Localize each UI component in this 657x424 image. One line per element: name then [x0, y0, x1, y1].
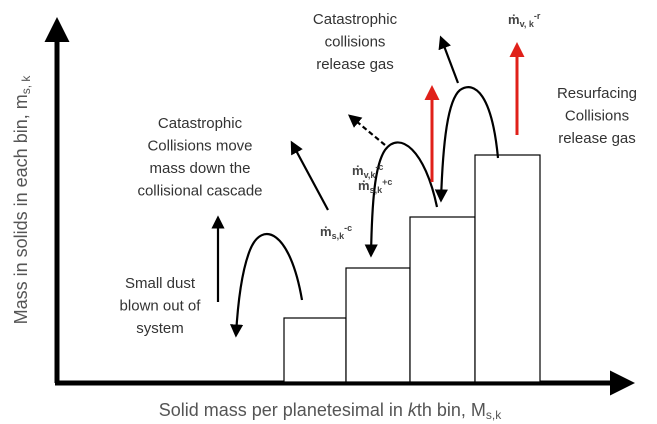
- annotation-line: release gas: [316, 56, 394, 73]
- arrow: [364, 141, 439, 258]
- text: k: [408, 400, 418, 420]
- rate-symbol: ṁ: [320, 224, 332, 239]
- annotation: Catastrophic Collisions move mass down the…: [137, 115, 262, 200]
- text: Mass in solids in each bin, m: [11, 94, 31, 324]
- rate-label: ṁv,k-c: [352, 162, 383, 180]
- y-axis-label: Mass in solids in each bin, ms, k: [11, 75, 33, 325]
- annotation: Resurfacing Collisions release gas: [557, 85, 637, 147]
- rate-label: ṁs,k-c: [320, 223, 352, 241]
- rate-superscript: -r: [534, 11, 541, 21]
- annotation-line: blown out of: [120, 298, 202, 315]
- annotation: Catastrophic collisions release gas: [313, 11, 398, 73]
- bin: [474, 154, 541, 383]
- subscript: s, k: [19, 75, 33, 95]
- arrow: [290, 140, 329, 211]
- rate-subscript: v,k: [364, 170, 377, 180]
- text: Solid mass per planetesimal in: [159, 400, 408, 420]
- bin: [409, 216, 476, 383]
- annotation-line: release gas: [558, 130, 636, 147]
- rate-subscript: s,k: [370, 185, 384, 195]
- arrow: [230, 232, 304, 338]
- annotation: Small dust blown out of system: [120, 275, 202, 337]
- rate-symbol: ṁ: [358, 178, 370, 193]
- annotation-line: system: [136, 320, 184, 337]
- rate-superscript: +c: [382, 177, 392, 187]
- annotation-line: Collisions: [565, 108, 629, 125]
- rate-symbol: ṁ: [508, 12, 520, 27]
- arrow: [434, 86, 500, 203]
- annotation-line: collisions: [325, 34, 386, 51]
- rate-label: ṁv, k-r: [508, 11, 541, 29]
- annotation-line: Small dust: [125, 275, 196, 292]
- rate-label: ṁs,k+c: [358, 177, 392, 195]
- arrows: [211, 35, 500, 338]
- annotation-line: collisional cascade: [137, 183, 262, 200]
- annotation-line: Catastrophic: [313, 11, 398, 28]
- rate-superscript: -c: [344, 223, 352, 233]
- annotation-line: Resurfacing: [557, 85, 637, 102]
- subscript: s,k: [486, 408, 502, 422]
- x-axis-label: Solid mass per planetesimal in kth bin, …: [159, 400, 502, 422]
- arrow: [438, 35, 460, 84]
- text: th bin, M: [417, 400, 486, 420]
- rate-symbol: ṁ: [352, 163, 364, 178]
- rate-subscript: s,k: [332, 231, 346, 241]
- bins: [283, 154, 541, 383]
- bin: [345, 267, 411, 383]
- rate-superscript: -c: [375, 162, 383, 172]
- arrow: [347, 114, 386, 146]
- rate-subscript: v, k: [520, 19, 535, 29]
- bin: [283, 317, 347, 383]
- annotation-line: Catastrophic: [158, 115, 243, 132]
- annotation-line: Collisions move: [147, 138, 252, 155]
- annotation-line: mass down the: [150, 160, 251, 177]
